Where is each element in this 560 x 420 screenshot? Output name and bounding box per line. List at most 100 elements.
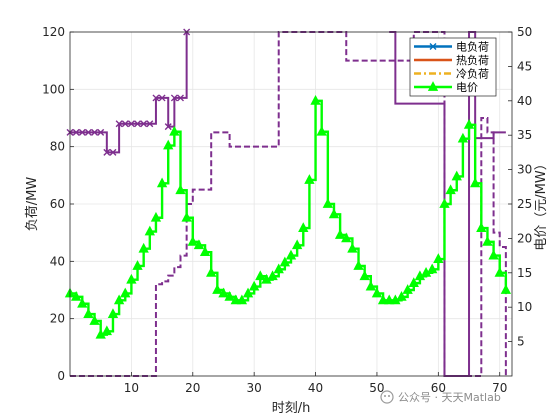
trace-point-0-stroke — [97, 128, 105, 136]
series-point-3 — [193, 239, 205, 250]
x-axis-label: 时刻/h — [272, 401, 311, 416]
y-left-tick-label: 120 — [42, 25, 65, 39]
series-point-3 — [212, 284, 223, 294]
trace-point-0 — [84, 128, 92, 136]
trace-point-0-stroke — [103, 148, 111, 156]
series-point-3 — [206, 266, 217, 277]
trace-point-0-stroke — [78, 128, 86, 136]
legend-label-3: 电价 — [456, 81, 478, 94]
trace-point-0 — [164, 123, 172, 131]
x-tick-label: 70 — [492, 381, 507, 395]
series-point-3 — [500, 284, 512, 294]
series-point-3 — [310, 94, 321, 105]
series-point-3 — [365, 280, 376, 291]
y-left-tick-label: 60 — [50, 197, 65, 211]
y-axis-left-label: 负荷/MW — [25, 177, 40, 232]
y-axis-right: 5 10 15 20 25 30 35 40 45 50 — [508, 25, 532, 349]
trace-point-0 — [140, 120, 148, 128]
series-point-3 — [242, 287, 254, 298]
series-point-3 — [304, 174, 315, 184]
legend-marker-0 — [429, 43, 437, 50]
trace-point-0 — [152, 94, 160, 102]
trace-point-0 — [134, 120, 142, 128]
series-point-3 — [298, 222, 309, 232]
wechat-icon-dot — [388, 395, 390, 397]
series-point-3 — [199, 246, 211, 257]
trace-point-0-stroke — [158, 94, 166, 102]
y-axis-left: 0 20 40 60 80 100 120 — [42, 25, 74, 383]
trace-point-0-stroke — [170, 94, 178, 102]
series-point-3 — [285, 249, 297, 260]
trace-point-0 — [158, 94, 166, 102]
series-point-3 — [224, 291, 235, 301]
legend-marker-3 — [427, 81, 439, 91]
series-point-3 — [316, 125, 327, 136]
trace-point-0 — [115, 120, 123, 128]
series-point-3 — [334, 229, 346, 239]
y-right-tick-label: 40 — [517, 94, 532, 108]
trace-point-0-stroke — [134, 120, 142, 128]
trace-point-0-stroke — [109, 148, 117, 156]
trace-point-0 — [109, 148, 117, 156]
y-left-tick-label: 80 — [50, 140, 65, 154]
series-point-3 — [89, 315, 100, 325]
trace-point-0 — [146, 120, 154, 128]
trace-point-0 — [97, 128, 105, 136]
series-point-3 — [402, 284, 413, 294]
y-left-tick-label: 20 — [50, 312, 65, 326]
series-point-3 — [126, 273, 137, 284]
series-point-3 — [273, 263, 284, 274]
x-tick-label: 50 — [369, 381, 384, 395]
series-point-3 — [83, 308, 94, 318]
series-point-3 — [377, 294, 389, 305]
y-right-tick-label: 20 — [517, 231, 532, 245]
series-point-3 — [113, 294, 125, 305]
y-left-tick-label: 100 — [42, 82, 65, 96]
series-point-3 — [279, 256, 291, 267]
series-point-3 — [371, 287, 383, 298]
series-point-3 — [175, 184, 186, 195]
series-point-3 — [120, 287, 131, 298]
series-point-3 — [101, 325, 112, 336]
trace-point-0-stroke — [121, 120, 129, 128]
y-axis-right-label: 电价（元/MW） — [534, 157, 549, 250]
trace-point-0-stroke — [146, 120, 154, 128]
trace-point-0-stroke — [140, 120, 148, 128]
trace-point-0 — [177, 94, 184, 102]
series-point-3 — [328, 208, 340, 219]
x-axis: 10 20 30 40 50 60 70 — [124, 372, 507, 395]
series-point-3 — [138, 242, 149, 253]
series-point-3 — [494, 266, 505, 277]
y-right-tick-label: 15 — [517, 266, 532, 280]
trace-point-0-stroke — [152, 94, 160, 102]
series-point-3 — [359, 270, 370, 281]
trace-point-0 — [72, 128, 80, 136]
series-point-3 — [353, 260, 364, 270]
series-point-3 — [163, 139, 174, 150]
trace-point-0 — [121, 120, 129, 128]
trace-point-0-stroke — [91, 128, 99, 136]
series-point-3 — [255, 270, 266, 281]
series-point-3 — [476, 222, 487, 232]
series-point-3 — [187, 235, 198, 246]
series-point-3 — [218, 287, 229, 298]
wechat-icon — [380, 390, 394, 404]
series-point-3 — [267, 270, 278, 281]
series-point-3 — [427, 263, 438, 274]
series-point-3 — [482, 235, 493, 246]
series-point-3 — [396, 291, 407, 301]
series-point-3 — [230, 294, 241, 305]
series-point-3 — [132, 260, 143, 270]
series-point-3 — [70, 291, 82, 301]
legend-label-0: 电负荷 — [456, 40, 489, 54]
trace-point-0 — [170, 94, 178, 102]
series-point-3 — [77, 297, 88, 308]
series-point-3 — [169, 125, 180, 136]
series-point-3 — [445, 184, 456, 195]
series-point-3 — [408, 277, 419, 288]
y-left-tick-label: 40 — [50, 254, 65, 268]
series-point-3 — [341, 232, 352, 243]
trace-point-0 — [91, 128, 99, 136]
